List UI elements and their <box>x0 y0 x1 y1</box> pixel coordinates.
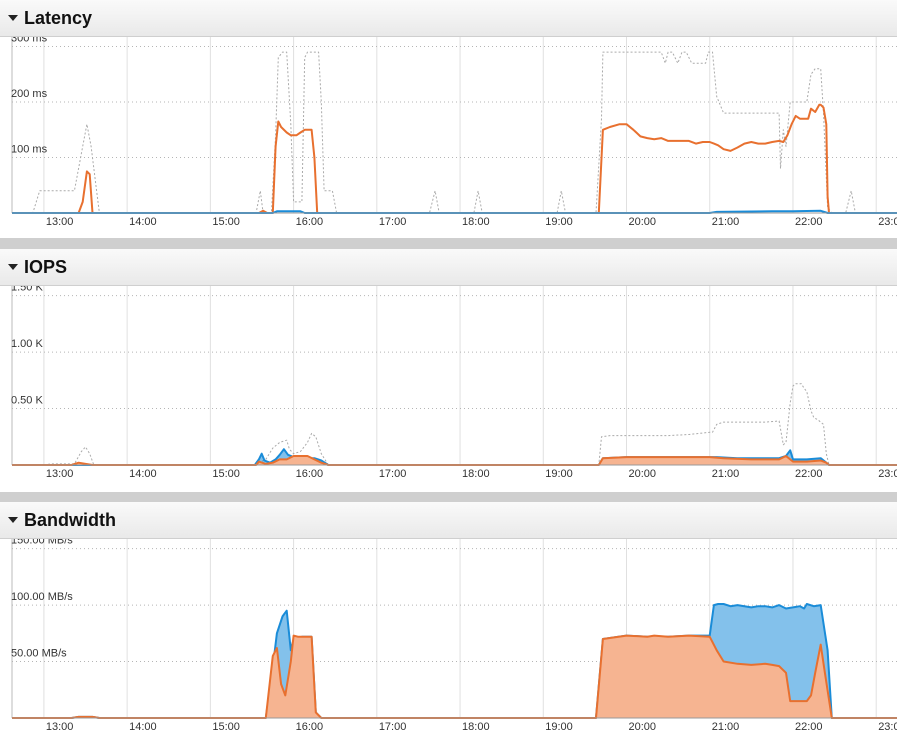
series-line-0 <box>12 383 897 466</box>
x-tick-label: 23:00 <box>878 721 897 733</box>
x-tick-label: 16:00 <box>296 468 324 480</box>
bandwidth-panel: Bandwidth 50.00 MB/s 100.00 MB/s 150.00 MB… <box>0 502 897 743</box>
x-tick-label: 22:00 <box>795 721 823 733</box>
x-tick-label: 17:00 <box>379 468 407 480</box>
collapse-caret-icon[interactable] <box>8 517 18 523</box>
x-tick-label: 16:00 <box>296 721 324 733</box>
bandwidth-chart: 50.00 MB/s 100.00 MB/s 150.00 MB/s 13:00 14:… <box>11 539 897 733</box>
series-area-2 <box>12 456 897 465</box>
x-tick-label: 21:00 <box>712 721 740 733</box>
x-tick-label: 14:00 <box>129 468 157 480</box>
y-tick-label: 300 ms <box>11 37 48 45</box>
x-tick-label: 13:00 <box>46 721 74 733</box>
x-tick-label: 23:00 <box>878 468 897 480</box>
series-line-1 <box>12 634 897 719</box>
latency-panel-header[interactable]: Latency <box>0 0 897 37</box>
series-line-0 <box>12 51 897 214</box>
x-tick-label: 15:00 <box>212 721 240 733</box>
y-tick-label: 100 ms <box>11 144 48 156</box>
panel-divider <box>0 238 897 249</box>
iops-panel-title: IOPS <box>24 256 68 277</box>
x-tick-label: 16:00 <box>296 216 324 228</box>
collapse-caret-icon[interactable] <box>8 15 18 21</box>
x-tick-label: 17:00 <box>379 216 407 228</box>
series-area-1 <box>12 635 897 718</box>
x-tick-label: 13:00 <box>46 216 74 228</box>
x-tick-label: 22:00 <box>795 216 823 228</box>
iops-panel: IOPS 0.50 K 1.00 K 1.50 K 13:00 14:00 15:00 16… <box>0 249 897 492</box>
bandwidth-panel-header[interactable]: Bandwidth <box>0 502 897 539</box>
x-tick-label: 20:00 <box>629 721 657 733</box>
x-tick-label: 14:00 <box>129 216 157 228</box>
y-tick-label: 200 ms <box>11 88 48 100</box>
y-tick-label: 1.50 K <box>11 286 43 294</box>
panel-divider <box>0 492 897 502</box>
y-tick-label: 150.00 MB/s <box>11 539 73 547</box>
x-tick-label: 22:00 <box>795 468 823 480</box>
iops-panel-header[interactable]: IOPS <box>0 249 897 286</box>
x-tick-label: 17:00 <box>379 721 407 733</box>
x-tick-label: 19:00 <box>545 216 573 228</box>
y-tick-label: 50.00 MB/s <box>11 648 67 660</box>
y-tick-label: 1.00 K <box>11 338 43 350</box>
bandwidth-panel-title: Bandwidth <box>24 509 116 530</box>
series-line-1 <box>12 103 897 214</box>
x-tick-label: 21:00 <box>712 216 740 228</box>
x-tick-label: 18:00 <box>462 721 490 733</box>
latency-panel: Latency 100 ms 200 ms 300 ms 13:00 14:00 15:0… <box>0 0 897 238</box>
x-tick-label: 14:00 <box>129 721 157 733</box>
x-tick-label: 18:00 <box>462 468 490 480</box>
iops-chart: 0.50 K 1.00 K 1.50 K 13:00 14:00 15:00 16:00 17… <box>11 286 897 480</box>
y-tick-label: 100.00 MB/s <box>11 591 73 603</box>
collapse-caret-icon[interactable] <box>8 264 18 270</box>
latency-chart: 100 ms 200 ms 300 ms 13:00 14:00 15:00 16:00 17… <box>11 37 897 228</box>
x-tick-label: 23:00 <box>878 216 897 228</box>
x-tick-label: 20:00 <box>629 468 657 480</box>
series-line-2 <box>12 209 897 214</box>
x-tick-label: 19:00 <box>545 468 573 480</box>
x-tick-label: 21:00 <box>712 468 740 480</box>
x-tick-label: 15:00 <box>212 216 240 228</box>
x-tick-label: 15:00 <box>212 468 240 480</box>
x-tick-label: 20:00 <box>629 216 657 228</box>
x-tick-label: 19:00 <box>545 721 573 733</box>
x-tick-label: 18:00 <box>462 216 490 228</box>
x-tick-label: 13:00 <box>46 468 74 480</box>
y-tick-label: 0.50 K <box>11 395 43 407</box>
latency-panel-title: Latency <box>24 7 93 28</box>
